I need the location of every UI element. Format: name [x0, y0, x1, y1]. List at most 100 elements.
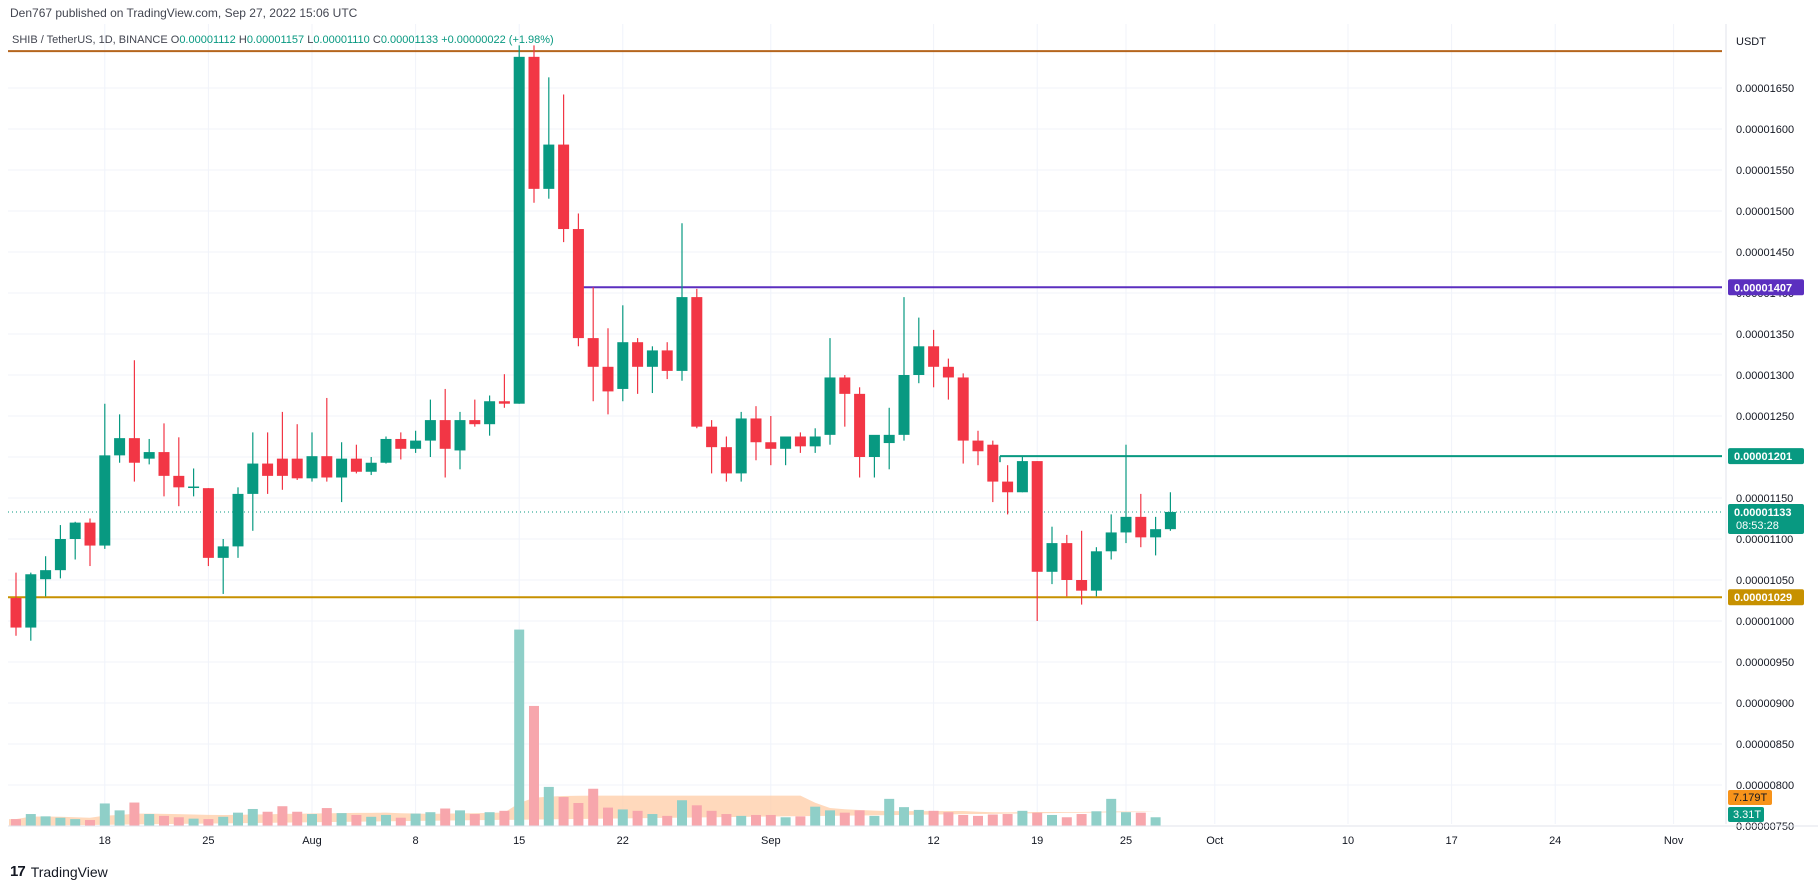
candle-body: [40, 570, 52, 580]
candle-body: [750, 418, 762, 443]
candle-body: [84, 522, 96, 546]
volume-current-tag-bg: [1728, 807, 1764, 822]
candle-body: [839, 377, 851, 394]
candle-body: [632, 342, 644, 367]
volume-bar: [854, 810, 865, 826]
volume-bar: [469, 814, 480, 826]
volume-bar: [958, 814, 969, 826]
volume-bar: [425, 812, 436, 826]
level-label-resistance: 0.00001407: [1734, 282, 1792, 294]
candle-body: [854, 393, 866, 457]
volume-bar: [588, 788, 599, 826]
legend-symbol: SHIB / TetherUS, 1D, BINANCE: [12, 34, 168, 46]
current-price-tag-bg: [1728, 503, 1804, 534]
volume-ma-label: 7.179T: [1733, 792, 1768, 804]
volume-bar: [1076, 814, 1087, 826]
volume-bar: [440, 808, 451, 826]
legend-close: 0.00001133: [380, 34, 439, 46]
volume-bar: [203, 819, 214, 826]
price-tick-label: 0.00001000: [1736, 616, 1794, 628]
candle-body: [824, 377, 836, 435]
volume-bar: [662, 815, 673, 826]
volume-bar: [410, 813, 421, 826]
candle-body: [720, 447, 732, 474]
candle-body: [232, 493, 244, 547]
time-tick-label: Oct: [1206, 835, 1223, 847]
volume-bar: [1091, 811, 1102, 826]
price-tick-label: 0.00001300: [1736, 370, 1794, 382]
volume-bar: [573, 803, 584, 826]
candle-body: [572, 229, 584, 339]
candle-body: [1090, 551, 1102, 591]
candle-body: [513, 56, 525, 404]
tradingview-brand: TradingView: [30, 863, 108, 880]
candle-body: [114, 438, 126, 456]
volume-bar: [765, 814, 776, 826]
volume-bar: [40, 816, 51, 826]
candle-body: [10, 598, 22, 628]
volume-bar: [188, 818, 199, 826]
volume-bar: [395, 817, 406, 826]
price-tick-label: 0.00000900: [1736, 698, 1794, 710]
time-tick-label: Nov: [1664, 835, 1684, 847]
candle-body: [809, 436, 821, 447]
candle-body: [306, 456, 318, 479]
candle-body: [1105, 532, 1117, 552]
volume-bar: [351, 814, 362, 826]
legend-open: 0.00001112: [179, 34, 236, 46]
volume-bar: [1135, 812, 1146, 826]
volume-bar: [114, 810, 125, 826]
legend-open-label: O: [170, 34, 180, 46]
volume-bar: [632, 810, 643, 826]
legend-low-label: L: [307, 34, 314, 46]
candle-body: [1002, 481, 1014, 493]
tradingview-footer: 17 TradingView: [10, 863, 108, 880]
candle-body: [365, 462, 377, 472]
symbol-legend: SHIB / TetherUS, 1D, BINANCE O0.00001112…: [12, 34, 554, 46]
time-tick-label: 19: [1031, 835, 1043, 847]
legend-high-label: H: [238, 34, 247, 46]
volume-bar: [647, 814, 658, 826]
price-axis-bg: [1726, 0, 1818, 889]
candle-body: [217, 546, 229, 558]
candle-body: [262, 463, 274, 476]
candle-body: [913, 346, 925, 375]
volume-bar: [277, 806, 288, 826]
price-tick-label: 0.00000950: [1736, 657, 1794, 669]
volume-bar: [1061, 817, 1072, 826]
candle-body: [942, 366, 954, 378]
legend-low: 0.00001110: [313, 34, 370, 46]
time-tick-label: Aug: [302, 835, 322, 847]
candle-body: [498, 401, 510, 404]
volume-bar: [706, 810, 717, 826]
price-tick-label: 0.00001250: [1736, 411, 1794, 423]
candle-body: [706, 426, 718, 448]
level-label-support-bg: [1728, 589, 1804, 606]
price-tick-label: 0.00001100: [1736, 534, 1793, 546]
tradingview-logo-icon: 17: [10, 863, 26, 880]
candle-body: [661, 350, 673, 371]
volume-bar: [144, 814, 155, 826]
volume-bar: [99, 803, 110, 826]
candle-body: [424, 420, 436, 441]
candle-body: [794, 436, 806, 447]
candle-body: [469, 420, 481, 425]
publish-info: Den767 published on TradingView.com, Sep…: [10, 6, 358, 20]
price-tick-label: 0.00001500: [1736, 206, 1794, 218]
candle-body: [883, 434, 895, 444]
volume-bar: [677, 800, 687, 826]
price-tick-label: 0.00001350: [1736, 329, 1794, 341]
candle-body: [691, 297, 703, 427]
candle-body: [1120, 516, 1132, 533]
candle-body: [735, 418, 747, 474]
candle-body: [1150, 529, 1162, 538]
price-tick-label: 0.00001050: [1736, 575, 1794, 587]
level-label-mid: 0.00001201: [1734, 451, 1792, 463]
candle-body: [99, 455, 111, 546]
volume-bar: [247, 808, 258, 826]
time-tick-label: 17: [1445, 835, 1457, 847]
volume-bar: [795, 816, 806, 826]
volume-bar: [25, 814, 36, 826]
candle-body: [765, 442, 777, 449]
